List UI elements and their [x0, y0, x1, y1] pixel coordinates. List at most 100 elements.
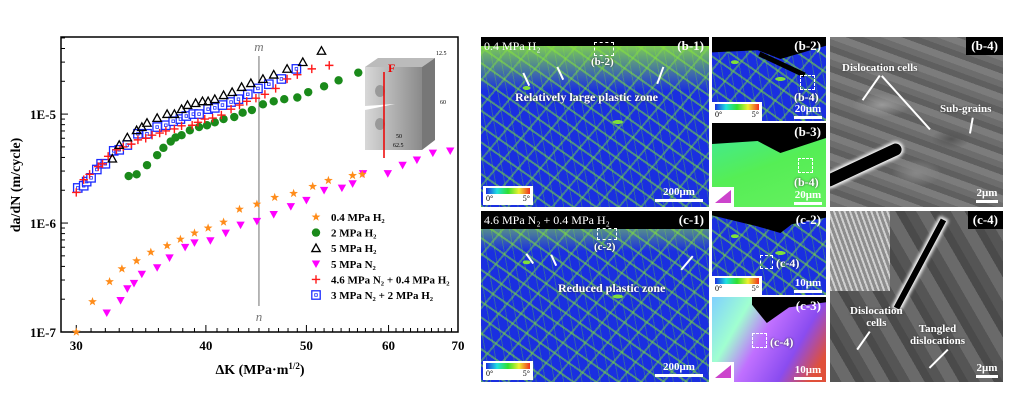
data-point-circle [354, 68, 363, 77]
panel-tag: (b-1) [677, 38, 704, 53]
panel-tag: (c-3) [795, 298, 821, 313]
data-point-star [235, 204, 244, 213]
legend-label: 5 MPa N₂ [331, 259, 377, 271]
scale-bar: 200μm [655, 186, 703, 202]
data-point-plus [271, 84, 280, 93]
data-point-triangle-down [180, 243, 190, 252]
ipf-legend [712, 362, 734, 382]
data-point-triangle-open [209, 93, 221, 104]
panel-tag: (b-3) [794, 124, 821, 139]
data-point-star [324, 175, 333, 185]
data-point-plus [187, 121, 197, 130]
data-point-triangle-open [202, 95, 214, 106]
dim-width: 62.5 [393, 143, 404, 149]
dislocation-cells-note: Dislocation cells [850, 305, 903, 329]
data-point-triangle-open [218, 89, 229, 100]
panel-tag: (c-2) [795, 212, 821, 227]
data-point-plus [325, 61, 334, 70]
data-point-triangle-down [152, 264, 162, 272]
data-point-triangle-down [446, 147, 455, 156]
data-point-circle [124, 171, 133, 181]
box-label: (c-4) [776, 256, 800, 270]
x-tick-label: 60 [382, 338, 395, 353]
data-point-plus [72, 188, 81, 197]
data-point-triangle-down [116, 297, 125, 305]
dim-thickness: 12.5 [436, 51, 447, 57]
scale-bar: 20μm [794, 103, 822, 119]
plastic-zone-note: Reduced plastic zone [558, 281, 666, 295]
data-point-circle [219, 114, 228, 124]
inset-box [760, 255, 773, 269]
data-point-star [176, 234, 185, 243]
scale-bar: 10μm [794, 277, 822, 293]
panel-b1-kam-map: 0.4 MPa H₂ (b-1) (b-2) Relatively large … [481, 37, 709, 207]
panel-c4-sem-image: (c-4) Dislocation cells Tangled dislocat… [830, 211, 1003, 382]
data-point-star [71, 327, 81, 336]
data-point-plus [251, 93, 261, 103]
data-point-plus [282, 74, 292, 84]
box-label: (c-2) [594, 241, 616, 253]
colorbar-max: 5° [751, 284, 759, 293]
data-point-triangle-down [236, 221, 245, 230]
data-point-circle [247, 105, 257, 115]
data-point-plus [147, 131, 157, 140]
data-point-star [146, 247, 156, 256]
data-point-star [308, 181, 318, 191]
dim-height: 60 [440, 100, 446, 106]
legend-label: 4.6 MPa N₂ + 0.4 MPa H₂ [331, 274, 450, 286]
legend-marker-square-open [311, 290, 321, 300]
inset-box [798, 158, 813, 173]
arrow [929, 349, 949, 369]
data-point-plus [170, 124, 179, 134]
data-point-plus [260, 90, 270, 99]
data-point-square-open [242, 89, 253, 100]
colorbar-min: 0° [715, 110, 723, 119]
data-point-triangle-down [286, 203, 296, 211]
specimen-inset: F 12.5 60 50 62.5 [365, 51, 447, 158]
inset-box [752, 333, 767, 348]
arrow [969, 117, 974, 134]
data-point-circle [238, 108, 247, 117]
data-point-star [289, 188, 298, 198]
data-point-square-open [217, 100, 228, 110]
colorbar-min: 0° [486, 194, 494, 203]
scale-label: 200μm [663, 361, 695, 373]
panel-c1-kam-map: 4.6 MPa N₂ + 0.4 MPa H₂ (c-1) (c-2) Redu… [481, 211, 709, 382]
data-point-triangle-down [137, 270, 147, 279]
specimen-notch [365, 104, 395, 110]
y-tick-label: 1E-5 [30, 107, 57, 122]
colorbar-min: 0° [486, 369, 494, 378]
data-point-plus [94, 162, 103, 171]
x-axis-label: ΔK (MPa·m1/2) [215, 361, 304, 378]
data-point-triangle-open [169, 108, 180, 119]
data-point-triangle-down [129, 279, 139, 288]
legend-marker-triangle-down [311, 260, 321, 268]
data-point-circle [269, 97, 278, 106]
legend-marker-circle [311, 228, 321, 237]
scale-bar: 2μm [976, 187, 998, 203]
data-point-circle [280, 94, 289, 104]
arrow [881, 75, 931, 130]
scale-bar: 2μm [976, 362, 998, 378]
legend-marker-star [311, 212, 321, 221]
colorbar-max: 5° [522, 194, 530, 203]
scale-label: 20μm [794, 189, 822, 201]
data-point-plus [79, 175, 88, 184]
panel-b2-kam-map: (b-2) (b-4) 0° 5° 20μm [712, 37, 826, 121]
legend-label: 5 MPa H₂ [331, 243, 377, 255]
data-point-triangle-open [316, 45, 327, 55]
data-point-plus [200, 114, 209, 124]
sub-grains-note: Sub-grains [940, 103, 992, 115]
panel-tag: (c-1) [678, 212, 704, 227]
data-point-triangle-down [190, 239, 199, 247]
data-point-triangle-open [268, 69, 280, 79]
data-point-plus [307, 64, 316, 74]
inset-box [800, 75, 815, 90]
data-point-triangle-open [226, 86, 238, 97]
data-point-plus [193, 118, 203, 127]
data-point-circle [177, 131, 186, 140]
scale-bar: 20μm [794, 189, 822, 205]
box-label: (b-2) [591, 56, 614, 68]
legend-label: 2 MPa H₂ [331, 228, 377, 240]
arrow [525, 253, 534, 265]
